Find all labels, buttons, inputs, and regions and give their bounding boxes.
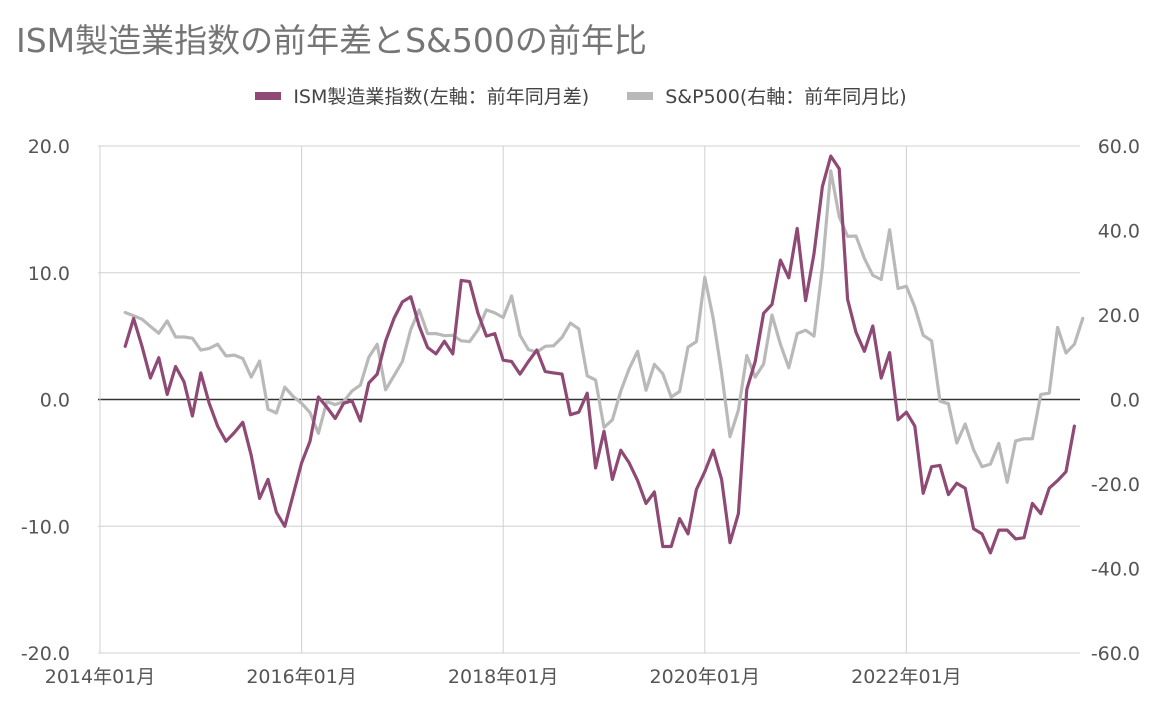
- y-left-tick-label: 0.0: [40, 390, 70, 412]
- x-tick-label: 2022年01月: [851, 666, 962, 688]
- chart-title: ISM製造業指数の前年差とS&500の前年比: [16, 21, 647, 60]
- legend-label-ism: ISM製造業指数(左軸：前年同月差): [293, 86, 590, 108]
- legend-swatch-sp500: [627, 91, 654, 100]
- legend-item-ism[interactable]: ISM製造業指数(左軸：前年同月差): [255, 82, 589, 109]
- legend-item-sp500[interactable]: S&P500(右軸：前年同月比): [627, 82, 907, 109]
- y-right-tick-label: 60.0: [1098, 136, 1140, 158]
- y-left-tick-label: 10.0: [28, 263, 70, 285]
- y-right-tick-label: 0.0: [1110, 390, 1140, 412]
- y-left-tick-label: 20.0: [28, 136, 70, 158]
- series-line-sp500: [123, 169, 1085, 484]
- y-left-tick-label: -10.0: [21, 516, 70, 538]
- x-tick-label: 2014年01月: [45, 666, 156, 688]
- y-right-tick-label: 20.0: [1098, 305, 1140, 327]
- y-right-tick-label: 40.0: [1098, 221, 1140, 243]
- legend-swatch-ism: [255, 91, 282, 100]
- x-tick-label: 2018年01月: [448, 666, 559, 688]
- chart-legend: ISM製造業指数(左軸：前年同月差) S&P500(右軸：前年同月比): [0, 82, 1162, 109]
- y-right-tick-label: -40.0: [1091, 559, 1140, 581]
- x-tick-label: 2016年01月: [246, 666, 357, 688]
- x-tick-label: 2020年01月: [650, 666, 761, 688]
- legend-label-sp500: S&P500(右軸：前年同月比): [665, 86, 907, 108]
- y-left-tick-label: -20.0: [21, 643, 70, 665]
- y-right-tick-label: -60.0: [1091, 643, 1140, 665]
- y-right-tick-label: -20.0: [1091, 474, 1140, 496]
- series-line-ism: [123, 154, 1077, 555]
